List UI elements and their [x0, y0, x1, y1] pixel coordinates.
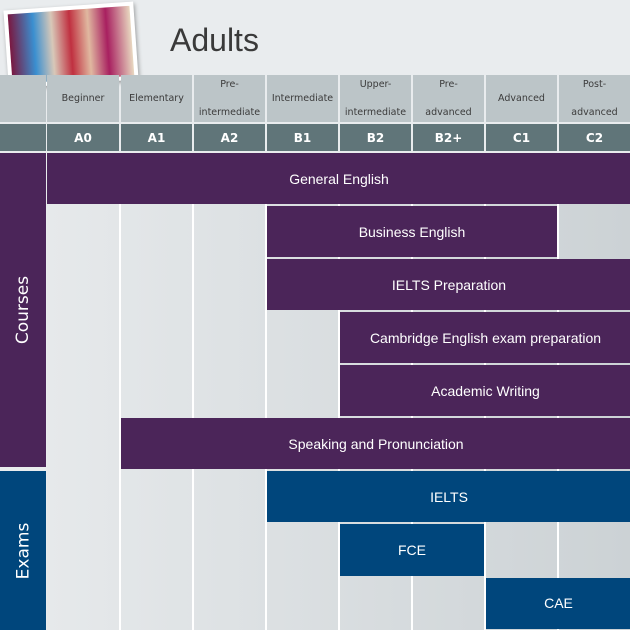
level-name-header: Advanced	[486, 75, 557, 122]
level-code-header: B1	[267, 124, 338, 151]
level-code-header: B2	[340, 124, 411, 151]
courses-bar[interactable]: Academic Writing	[340, 365, 630, 416]
grid-divider	[338, 153, 340, 630]
level-name-header: Pre-advanced	[413, 75, 484, 122]
level-name-header: Upper-intermediate	[340, 75, 411, 122]
level-name-header: Beginner	[47, 75, 119, 122]
courses-bar[interactable]: Cambridge English exam preparation	[340, 312, 630, 363]
grid-divider	[119, 153, 121, 630]
level-code-header: B2+	[413, 124, 484, 151]
level-name-header: Post-advanced	[559, 75, 630, 122]
courses-section-label: Courses	[0, 153, 46, 467]
header-corner	[0, 75, 46, 122]
level-code-header: A0	[47, 124, 119, 151]
exams-bar[interactable]: IELTS	[267, 471, 630, 523]
grid-divider	[192, 153, 194, 630]
level-code-header: A2	[194, 124, 265, 151]
level-name-header: Elementary	[121, 75, 192, 122]
courses-bar[interactable]: General English	[47, 153, 630, 204]
level-name-header: Pre-intermediate	[194, 75, 265, 122]
level-code-header: C1	[486, 124, 557, 151]
exams-section-label: Exams	[0, 471, 46, 630]
code-corner	[0, 124, 46, 151]
level-name-header: Intermediate	[267, 75, 338, 122]
grid-divider	[265, 153, 267, 630]
level-code-header: A1	[121, 124, 192, 151]
courses-bar[interactable]: IELTS Preparation	[267, 259, 630, 310]
courses-bar[interactable]: Speaking and Pronunciation	[121, 418, 630, 469]
page-title: Adults	[170, 22, 259, 58]
exams-bar[interactable]: CAE	[486, 577, 630, 629]
courses-bar[interactable]: Business English	[267, 206, 557, 257]
exams-bar[interactable]: FCE	[340, 524, 484, 576]
level-code-header: C2	[559, 124, 630, 151]
